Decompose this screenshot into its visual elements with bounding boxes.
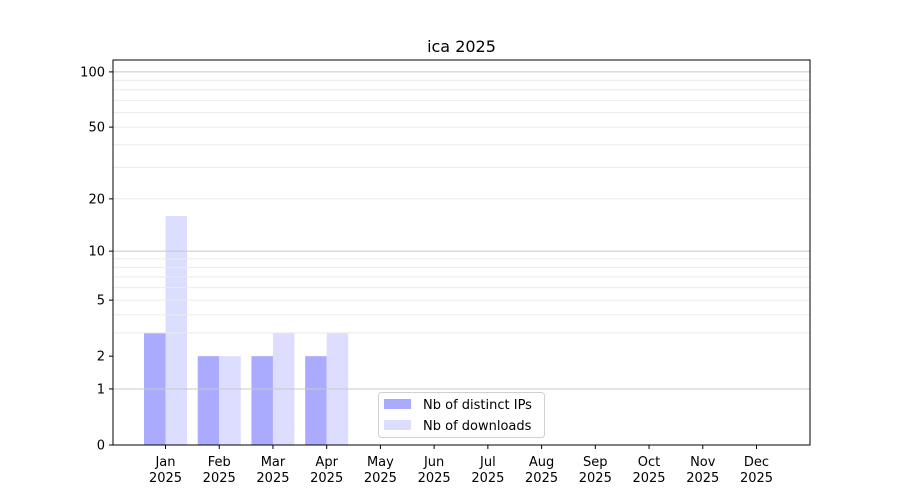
- bar-distinct-ips: [251, 356, 273, 445]
- x-tick-label: Oct 2025: [632, 455, 665, 486]
- x-tick-label: Apr 2025: [310, 455, 343, 486]
- y-tick-label: 1: [97, 382, 105, 397]
- y-tick-label: 5: [97, 294, 105, 309]
- x-tick-label-line: Jan: [154, 455, 175, 470]
- legend: Nb of distinct IPs Nb of downloads: [378, 392, 545, 438]
- x-tick-label: Sep 2025: [579, 455, 612, 486]
- x-tick-label-line: 2025: [256, 471, 289, 486]
- x-tick-label-line: Mar: [261, 455, 286, 470]
- x-tick-label-line: 2025: [525, 471, 558, 486]
- bar-downloads: [165, 215, 187, 445]
- x-tick-label: Mar 2025: [256, 455, 289, 486]
- x-tick-label-line: Feb: [208, 455, 231, 470]
- y-tick-label: 10: [88, 245, 105, 260]
- x-tick-label: Aug 2025: [525, 455, 558, 486]
- x-tick-label-line: 2025: [310, 471, 343, 486]
- legend-swatch: [384, 420, 411, 430]
- x-tick-label-line: Oct: [638, 455, 660, 470]
- x-tick-label-line: 2025: [686, 471, 719, 486]
- x-tick-label-line: 2025: [418, 471, 451, 486]
- x-tick-label-line: 2025: [149, 471, 182, 486]
- x-tick-label: Jan 2025: [149, 455, 182, 486]
- x-tick-label-line: Jun: [423, 455, 444, 470]
- x-tick-label-line: Sep: [583, 455, 608, 470]
- x-tick-label: May 2025: [364, 455, 397, 486]
- y-tick-label: 20: [88, 192, 105, 207]
- y-tick-label: 100: [80, 65, 105, 80]
- bar-downloads: [219, 356, 241, 445]
- plot-frame: [112, 59, 811, 446]
- x-tick-label-line: Apr: [315, 455, 338, 470]
- legend-box: [378, 392, 545, 438]
- x-tick-label-line: Aug: [529, 455, 554, 470]
- x-tick-label-line: May: [367, 455, 394, 470]
- bar-distinct-ips: [197, 356, 220, 445]
- x-tick-label-line: Jul: [479, 455, 496, 470]
- x-tick-label-line: 2025: [740, 471, 773, 486]
- x-tick-label: Feb 2025: [203, 455, 236, 486]
- legend-label: Nb of downloads: [423, 419, 532, 434]
- legend-swatch: [384, 399, 411, 409]
- x-tick-label-line: Dec: [744, 455, 769, 470]
- bars: [144, 215, 349, 445]
- x-tick-label: Dec 2025: [740, 455, 773, 486]
- x-tick-label-line: 2025: [632, 471, 665, 486]
- x-tick-label-line: 2025: [364, 471, 397, 486]
- y-tick-label: 2: [97, 350, 105, 365]
- grid-overlay: [113, 71, 810, 390]
- x-tick-label: Jun 2025: [418, 455, 451, 486]
- x-tick-label-line: Nov: [690, 455, 716, 470]
- y-tick-label: 0: [97, 439, 105, 454]
- x-tick-label-line: 2025: [579, 471, 612, 486]
- y-tick-label: 50: [88, 121, 105, 136]
- bar-distinct-ips: [305, 356, 327, 445]
- x-tick-label: Nov 2025: [686, 455, 719, 486]
- legend-label: Nb of distinct IPs: [423, 398, 532, 413]
- chart-title: ica 2025: [427, 37, 496, 56]
- y-axis: 0 1 2 5 10 20 50 100: [80, 65, 113, 454]
- x-tick-label-line: 2025: [471, 471, 504, 486]
- x-tick-label-line: 2025: [203, 471, 236, 486]
- x-tick-label: Jul 2025: [471, 455, 504, 486]
